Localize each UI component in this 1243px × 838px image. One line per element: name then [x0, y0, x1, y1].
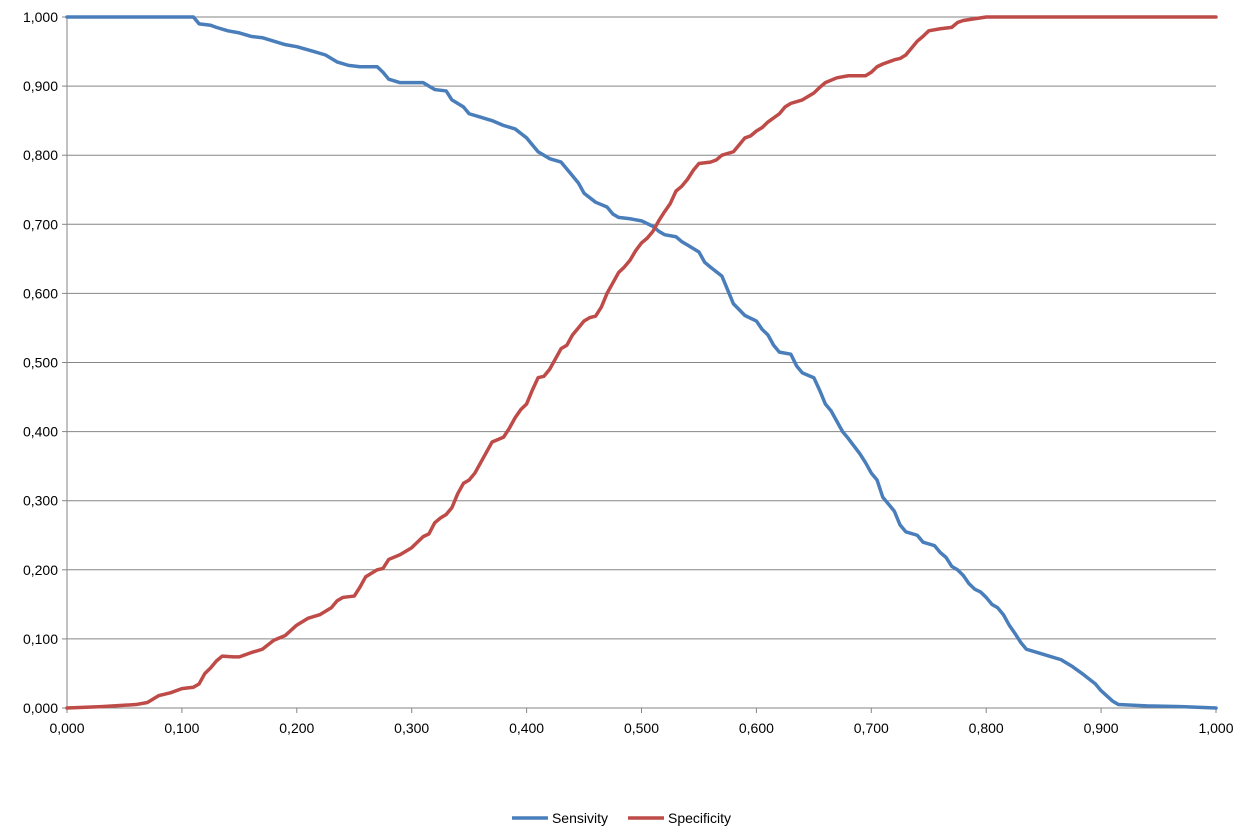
series-line-sensivity — [65, 15, 1218, 710]
x-tick-label: 0,100 — [164, 720, 199, 736]
legend: Sensivity Specificity — [511, 810, 731, 826]
x-tick-label: 0,300 — [394, 720, 429, 736]
y-tick-label: 0,900 — [23, 78, 58, 94]
x-tick-label: 0,600 — [739, 720, 774, 736]
y-tick-label: 0,700 — [23, 216, 58, 232]
x-tick-label: 1,000 — [1198, 720, 1233, 736]
y-tick-label: 0,800 — [23, 147, 58, 163]
y-tick-label: 0,000 — [23, 700, 58, 716]
y-tick-label: 0,300 — [23, 493, 58, 509]
y-tick-label: 0,200 — [23, 562, 58, 578]
x-tick-label: 0,400 — [509, 720, 544, 736]
y-tick-label: 0,100 — [23, 631, 58, 647]
y-tick-label: 1,000 — [23, 9, 58, 25]
legend-label-specificity: Specificity — [668, 810, 731, 826]
x-tick-label: 0,500 — [624, 720, 659, 736]
x-tick-label: 0,800 — [969, 720, 1004, 736]
grid-lines — [67, 16, 1216, 640]
legend-label-sensivity: Sensivity — [552, 810, 608, 826]
y-tick-label: 0,500 — [23, 355, 58, 371]
y-tick-label: 0,400 — [23, 424, 58, 440]
y-axis-tick-labels: 0,000 0,100 0,200 0,300 0,400 0,500 0,600 0,700… — [23, 9, 58, 716]
axes — [62, 16, 1217, 713]
series-lines — [65, 15, 1218, 710]
y-tick-label: 0,600 — [23, 285, 58, 301]
series-line-specificity — [65, 15, 1218, 710]
x-tick-label: 0,900 — [1084, 720, 1119, 736]
x-axis-tick-labels: 0,000 0,100 0,200 0,300 0,400 0,500 0,600 0,700… — [49, 720, 1233, 736]
x-tick-label: 0,700 — [854, 720, 889, 736]
x-tick-label: 0,000 — [49, 720, 84, 736]
x-tick-label: 0,200 — [279, 720, 314, 736]
